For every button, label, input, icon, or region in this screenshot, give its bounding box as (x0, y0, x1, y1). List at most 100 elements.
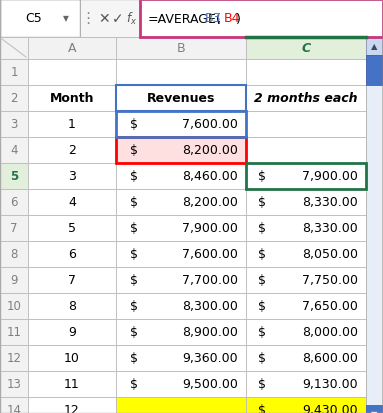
Text: ): ) (236, 12, 241, 26)
Bar (0, 38, 28, 60)
Text: 12: 12 (7, 351, 21, 365)
Text: B: B (177, 43, 185, 55)
Text: C5: C5 (25, 12, 42, 26)
Text: ▼: ▼ (371, 410, 377, 413)
Bar (0, 164, 28, 190)
Bar (116, 38, 246, 60)
Bar (0, 86, 28, 112)
Bar (0, 60, 28, 86)
Text: $: $ (258, 222, 266, 235)
Bar (116, 138, 246, 164)
Text: $: $ (130, 144, 138, 157)
Text: 3: 3 (68, 170, 76, 183)
Text: 8,200.00: 8,200.00 (182, 144, 238, 157)
Bar (366, 405, 382, 413)
Text: $: $ (130, 196, 138, 209)
Text: A: A (68, 43, 76, 55)
Text: 9,360.00: 9,360.00 (182, 351, 238, 365)
Text: 6: 6 (10, 196, 18, 209)
Text: $: $ (130, 222, 138, 235)
Bar (246, 38, 366, 60)
Text: 13: 13 (7, 377, 21, 391)
Text: 12: 12 (64, 404, 80, 413)
Bar (0, 371, 28, 397)
Bar (28, 112, 116, 138)
Text: 9,130.00: 9,130.00 (302, 377, 358, 391)
Text: 8,330.00: 8,330.00 (302, 222, 358, 235)
Bar (116, 345, 246, 371)
Text: $: $ (258, 274, 266, 287)
Bar (116, 319, 246, 345)
Text: 7: 7 (10, 222, 18, 235)
Bar (28, 293, 116, 319)
Text: 8,000.00: 8,000.00 (302, 326, 358, 339)
Bar (366, 38, 382, 56)
Bar (28, 216, 116, 242)
Bar (246, 371, 366, 397)
Bar (116, 242, 246, 267)
Bar (116, 86, 246, 112)
Bar (116, 60, 246, 86)
Bar (246, 164, 366, 190)
Text: 8,330.00: 8,330.00 (302, 196, 358, 209)
Text: ▼: ▼ (63, 14, 69, 24)
Text: $: $ (130, 377, 138, 391)
Text: 9: 9 (68, 326, 76, 339)
Text: ✕: ✕ (98, 12, 110, 26)
Text: 8,200.00: 8,200.00 (182, 144, 238, 157)
Bar (116, 267, 246, 293)
Bar (246, 242, 366, 267)
Bar (246, 138, 366, 164)
Text: $: $ (130, 118, 138, 131)
Text: 2: 2 (10, 92, 18, 105)
Bar (0, 345, 28, 371)
Text: 5: 5 (10, 170, 18, 183)
Text: $: $ (258, 351, 266, 365)
Bar (0, 397, 28, 413)
Bar (0, 216, 28, 242)
Text: 1: 1 (10, 66, 18, 79)
Bar (116, 138, 246, 164)
Text: ✓: ✓ (112, 12, 124, 26)
Bar (116, 86, 246, 112)
Text: $: $ (130, 326, 138, 339)
Text: ⋮: ⋮ (80, 12, 96, 26)
Bar (28, 242, 116, 267)
Text: 7,700.00: 7,700.00 (182, 274, 238, 287)
Text: Month: Month (50, 92, 94, 105)
Text: $: $ (130, 300, 138, 313)
Bar (246, 60, 366, 86)
Text: 4: 4 (68, 196, 76, 209)
Bar (28, 138, 116, 164)
Text: 8,900.00: 8,900.00 (182, 326, 238, 339)
Text: $f_x$: $f_x$ (126, 11, 137, 27)
Text: 8,460.00: 8,460.00 (182, 170, 238, 183)
Bar (116, 190, 246, 216)
Bar (246, 319, 366, 345)
Bar (28, 345, 116, 371)
Text: =AVERAGE(: =AVERAGE( (148, 12, 222, 26)
Text: $: $ (130, 144, 138, 157)
Text: $: $ (258, 300, 266, 313)
Text: $: $ (130, 351, 138, 365)
Text: 14: 14 (7, 404, 21, 413)
Bar (246, 112, 366, 138)
Text: ,: , (217, 12, 221, 26)
Text: B4: B4 (224, 12, 240, 26)
Bar (246, 190, 366, 216)
Bar (0, 0, 80, 38)
Text: $: $ (258, 326, 266, 339)
Bar (0, 267, 28, 293)
Bar (246, 86, 366, 112)
Bar (28, 319, 116, 345)
Text: ▲: ▲ (371, 43, 377, 51)
Bar (28, 86, 116, 112)
Bar (0, 319, 28, 345)
Text: 7,900.00: 7,900.00 (302, 170, 358, 183)
Text: 8: 8 (68, 300, 76, 313)
Text: 5: 5 (68, 222, 76, 235)
Text: 9,430.00: 9,430.00 (302, 404, 358, 413)
Bar (246, 216, 366, 242)
Bar (366, 38, 382, 413)
Text: 4: 4 (10, 144, 18, 157)
